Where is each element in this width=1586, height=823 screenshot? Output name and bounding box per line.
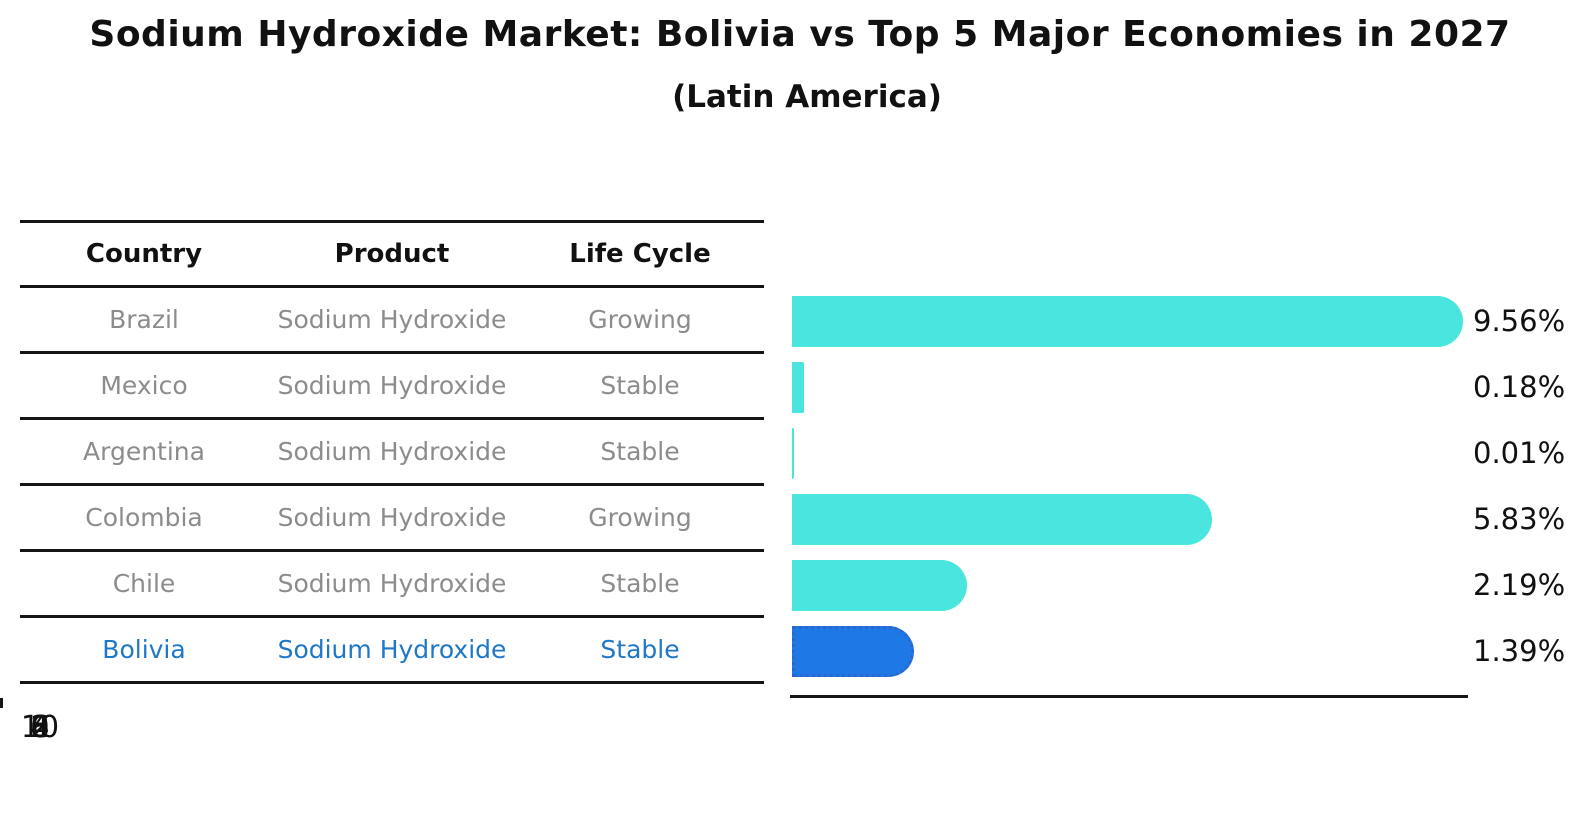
cell-life-cycle: Stable [600, 371, 680, 400]
x-tick-label: 0 [30, 710, 50, 745]
value-label-mexico: 0.18% [1473, 370, 1566, 404]
x-tick-label: 2 [30, 710, 50, 745]
cell-product: Sodium Hydroxide [277, 305, 507, 334]
column-header-country: Country [85, 239, 203, 269]
table-row: Colombia Sodium Hydroxide Growing [20, 486, 764, 552]
value-label-chile: 2.19% [1473, 568, 1566, 602]
cell-product: Sodium Hydroxide [277, 569, 507, 598]
value-labels: 9.56% 0.18% 0.01% 5.83% 2.19% 1.39% [1473, 288, 1586, 684]
cell-life-cycle: Growing [588, 503, 692, 532]
bar-row [792, 552, 1586, 618]
cell-country: Chile [112, 569, 176, 598]
table-row: Mexico Sodium Hydroxide Stable [20, 354, 764, 420]
bar-brazil [792, 295, 1464, 347]
table-header-row: Country Product Life Cycle [20, 220, 764, 288]
cell-life-cycle: Stable [600, 569, 680, 598]
value-label-bolivia: 1.39% [1473, 634, 1566, 668]
x-axis-tick [0, 698, 3, 708]
cell-life-cycle: Stable [600, 437, 680, 466]
cell-product: Sodium Hydroxide [277, 635, 507, 664]
bar-row [792, 618, 1586, 684]
column-header-life-cycle: Life Cycle [569, 239, 711, 269]
x-tick-label: 4 [30, 710, 50, 745]
cell-product: Sodium Hydroxide [277, 371, 507, 400]
cell-country: Bolivia [102, 635, 186, 664]
cell-life-cycle: Stable [600, 635, 680, 664]
value-label-colombia: 5.83% [1473, 502, 1566, 536]
bar-argentina [792, 427, 794, 479]
cell-country: Mexico [100, 371, 188, 400]
cell-life-cycle: Growing [588, 305, 692, 334]
column-header-product: Product [334, 239, 450, 269]
x-axis-line [790, 695, 1468, 698]
x-tick-label: 6 [30, 710, 50, 745]
table-row: Argentina Sodium Hydroxide Stable [20, 420, 764, 486]
page-subtitle: (Latin America) [672, 79, 942, 115]
table-row-highlighted: Bolivia Sodium Hydroxide Stable [20, 618, 764, 684]
bar-row [792, 354, 1586, 420]
bar-colombia [792, 493, 1213, 545]
bar-chart [792, 288, 1586, 684]
x-tick-label: 10 [20, 710, 60, 745]
table-row: Chile Sodium Hydroxide Stable [20, 552, 764, 618]
bar-chile [792, 559, 968, 611]
value-label-brazil: 9.56% [1473, 304, 1566, 338]
x-tick-label: 8 [30, 710, 50, 745]
page-title: Sodium Hydroxide Market: Bolivia vs Top … [89, 14, 1511, 55]
bar-bolivia-highlighted [792, 625, 914, 677]
cell-product: Sodium Hydroxide [277, 503, 507, 532]
cell-country: Brazil [109, 305, 179, 334]
table-row: Brazil Sodium Hydroxide Growing [20, 288, 764, 354]
cell-country: Colombia [85, 503, 203, 532]
comparison-table: Country Product Life Cycle Brazil Sodium… [20, 220, 764, 684]
bar-row [792, 486, 1586, 552]
bar-row [792, 288, 1586, 354]
cell-country: Argentina [83, 437, 205, 466]
value-label-argentina: 0.01% [1473, 436, 1566, 470]
cell-product: Sodium Hydroxide [277, 437, 507, 466]
bar-mexico [792, 361, 805, 413]
bar-row [792, 420, 1586, 486]
